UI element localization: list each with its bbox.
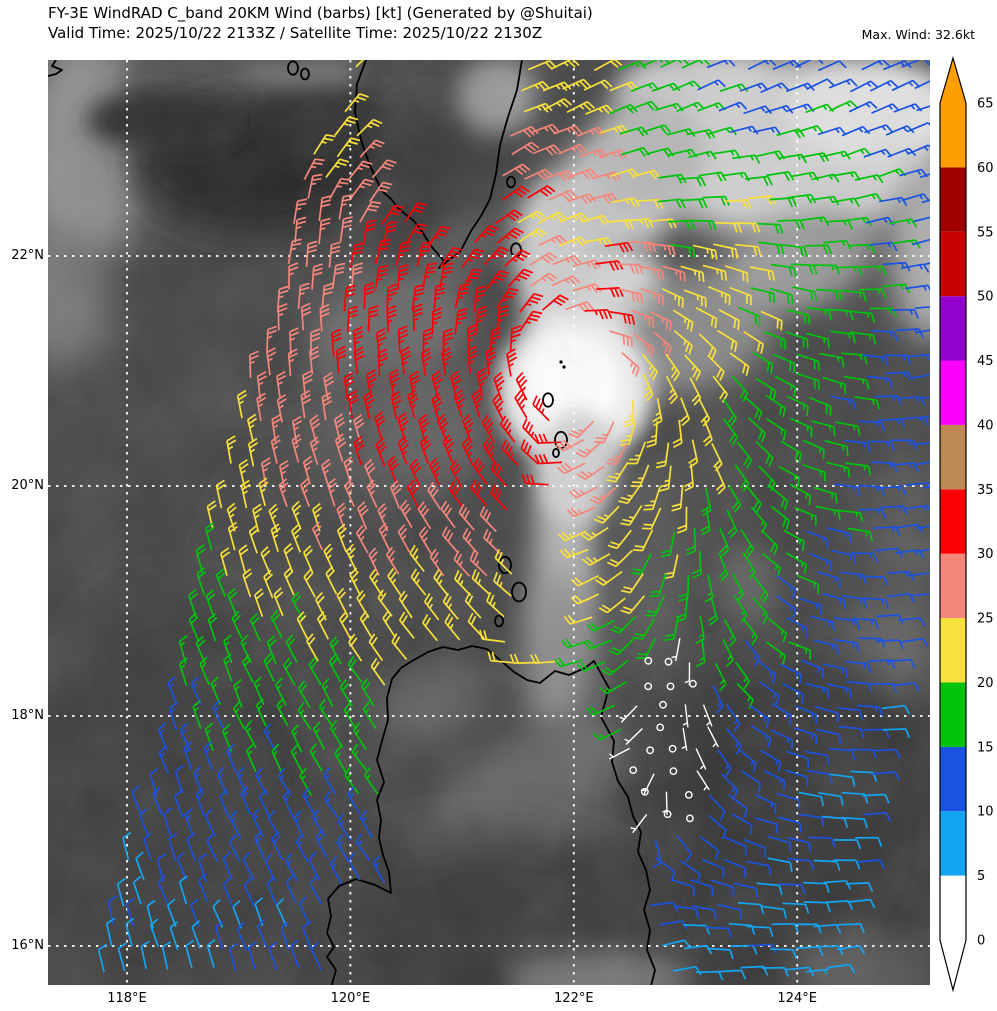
islet — [300, 67, 310, 81]
satellite-background — [48, 60, 930, 985]
china-coast — [48, 60, 63, 77]
colorbar-tick-label: 45 — [977, 354, 994, 369]
lon-tick-label: 122°E — [554, 991, 594, 1006]
colorbar-tick-label: 65 — [977, 97, 994, 112]
wind-barbs — [97, 60, 930, 981]
lat-tick-label: 18°N — [11, 708, 44, 723]
islet — [494, 614, 504, 628]
colorbar-tick-label: 5 — [977, 869, 985, 884]
colorbar-tick-label: 40 — [977, 418, 994, 433]
lat-tick-label: 16°N — [11, 938, 44, 953]
plot-subtitle: Valid Time: 2025/10/22 2133Z / Satellite… — [48, 24, 543, 42]
colorbar-tick-label: 25 — [977, 612, 994, 627]
islet — [287, 60, 299, 76]
luzon-coast — [326, 645, 656, 985]
plot-title: FY-3E WindRAD C_band 20KM Wind (barbs) [… — [48, 4, 593, 22]
colorbar-tick-label: 20 — [977, 676, 994, 691]
lat-tick-label: 20°N — [11, 478, 44, 493]
colorbar-tick-label: 10 — [977, 805, 994, 820]
colorbar-tick-label: 15 — [977, 740, 994, 755]
colorbar: 0 5 10 15 20 25 30 35 40 45 50 55 60 65 — [939, 55, 994, 993]
max-wind-annotation: Max. Wind: 32.6kt — [861, 27, 975, 42]
colorbar-tick-label: 35 — [977, 483, 994, 498]
islet — [542, 392, 554, 408]
lon-tick-label: 120°E — [330, 991, 371, 1006]
colorbar-tick-label: 55 — [977, 225, 994, 240]
colorbar-tick-label: 60 — [977, 161, 994, 176]
graticule — [48, 60, 930, 985]
islet — [506, 175, 516, 189]
colorbar-tick-label: 50 — [977, 290, 994, 305]
lon-tick-label: 124°E — [777, 991, 817, 1006]
lon-tick-label: 118°E — [107, 991, 147, 1006]
colorbar-tick-label: 0 — [977, 934, 985, 949]
colorbar-extend-low — [940, 940, 966, 990]
colorbar-tick-label: 30 — [977, 547, 994, 562]
typhoon-eye-dots — [559, 360, 566, 369]
islet — [552, 448, 560, 458]
islet — [511, 581, 527, 603]
lat-tick-label: 22°N — [11, 248, 44, 263]
colorbar-extend-high — [940, 58, 966, 103]
islet — [498, 556, 512, 575]
